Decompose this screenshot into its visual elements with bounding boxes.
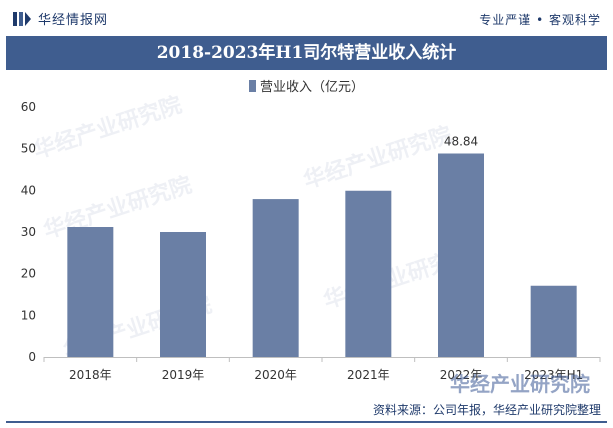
bar bbox=[438, 153, 484, 357]
header-bar: 华经情报网 专业严谨 • 客观科学 bbox=[0, 0, 613, 36]
x-tick-label: 2021年 bbox=[347, 368, 390, 382]
x-tick-label: 2022年 bbox=[440, 368, 483, 382]
legend-swatch bbox=[248, 80, 256, 92]
watermark-logo: 华经产业研究院 bbox=[450, 372, 590, 396]
bar bbox=[67, 227, 114, 357]
y-tick-label: 0 bbox=[28, 350, 36, 364]
tagline: 专业严谨 • 客观科学 bbox=[479, 13, 601, 27]
brand: 华经情报网 bbox=[12, 9, 108, 28]
x-tick-label: 2019年 bbox=[162, 368, 205, 382]
bar bbox=[252, 199, 299, 357]
x-tick-label: 2023年H1 bbox=[524, 368, 583, 382]
bar bbox=[160, 232, 206, 357]
legend-label: 营业收入（亿元） bbox=[259, 80, 364, 95]
brand-name: 华经情报网 bbox=[38, 13, 109, 28]
data-label: 48.84 bbox=[444, 135, 478, 149]
brand-logo-icon bbox=[13, 11, 31, 26]
y-tick-label: 30 bbox=[21, 225, 36, 239]
bar bbox=[530, 285, 577, 357]
x-tick-label: 2020年 bbox=[254, 368, 297, 382]
y-tick-label: 20 bbox=[21, 267, 36, 281]
y-tick-label: 10 bbox=[21, 308, 36, 322]
source-note: 资料来源：公司年报，华经产业研究院整理 bbox=[372, 403, 601, 417]
chart-title: 2018-2023年H1司尔特营业收入统计 bbox=[6, 36, 607, 70]
x-tick-label: 2018年 bbox=[69, 368, 112, 382]
legend: 营业收入（亿元） bbox=[0, 76, 613, 95]
y-tick-label: 50 bbox=[21, 142, 36, 156]
bottom-rule bbox=[6, 421, 607, 423]
y-tick-label: 40 bbox=[21, 183, 36, 197]
bar bbox=[345, 190, 392, 357]
y-tick-label: 60 bbox=[21, 100, 36, 114]
